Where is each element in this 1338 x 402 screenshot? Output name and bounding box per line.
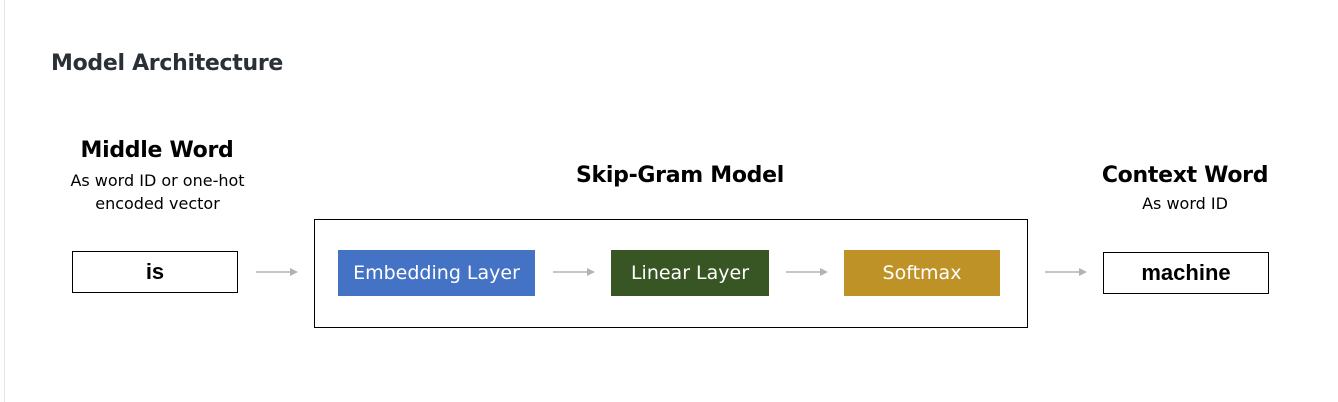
skip-gram-model-box	[314, 219, 1028, 328]
arrow-icon	[1045, 268, 1087, 276]
context-word-value: machine	[1141, 260, 1231, 285]
arrow-icon	[256, 268, 298, 276]
frame-border	[4, 0, 5, 402]
softmax-label: Softmax	[882, 262, 962, 284]
context-word-box: machine	[1103, 252, 1269, 294]
embedding-layer-label: Embedding Layer	[353, 262, 520, 284]
middle-word-heading: Middle Word	[80, 138, 234, 163]
middle-word-value: is	[145, 259, 165, 284]
context-word-heading: Context Word	[1101, 163, 1269, 188]
middle-word-subtitle-line1: As word ID or one-hot	[70, 171, 245, 190]
middle-word-subtitle-line2: encoded vector	[95, 194, 220, 213]
linear-layer-block: Linear Layer	[611, 250, 769, 296]
context-word-subtitle: As word ID	[1142, 194, 1228, 213]
arrow-icon	[553, 268, 595, 276]
arrow-icon	[786, 268, 828, 276]
model-heading: Skip-Gram Model	[576, 163, 784, 188]
softmax-block: Softmax	[844, 250, 1000, 296]
linear-layer-label: Linear Layer	[630, 262, 750, 284]
page-title: Model Architecture	[51, 51, 284, 76]
embedding-layer-block: Embedding Layer	[338, 250, 535, 296]
middle-word-box: is	[72, 251, 238, 293]
